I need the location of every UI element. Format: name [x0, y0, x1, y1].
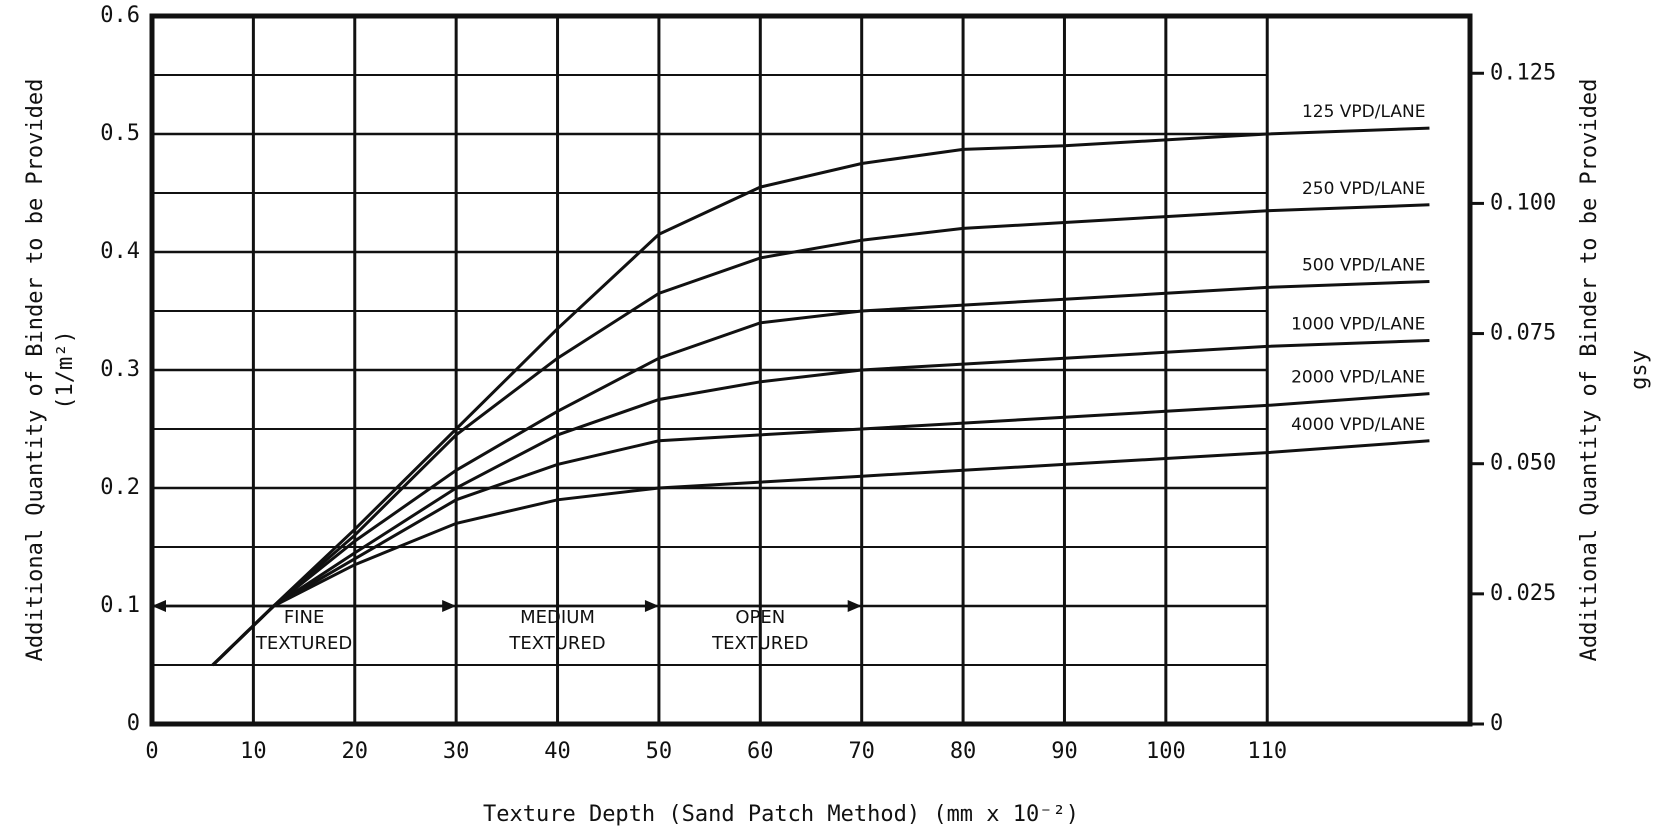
y-tick-label: 0.4 — [100, 239, 140, 264]
arrow-head — [644, 600, 659, 612]
x-tick-label: 30 — [443, 739, 470, 764]
series-label: 4000 VPD/LANE — [1291, 415, 1425, 435]
series-label: 1000 VPD/LANE — [1291, 315, 1425, 335]
y-axis-label-unit: (1/m²) — [53, 330, 78, 409]
y2-tick-label: 0.100 — [1490, 190, 1556, 215]
x-tick-label: 10 — [240, 739, 267, 764]
x-tick-label: 90 — [1051, 739, 1078, 764]
annotation-text: MEDIUM — [520, 607, 595, 628]
x-tick-label: 40 — [544, 739, 571, 764]
y-tick-label: 0.5 — [100, 121, 140, 146]
x-axis-label: Texture Depth (Sand Patch Method) (mm x … — [483, 802, 1079, 827]
series-label: 125 VPD/LANE — [1302, 102, 1426, 122]
y2-axis-label: Additional Quantity of Binder to be Prov… — [1577, 79, 1602, 662]
annotation-text: TEXTURED — [711, 633, 808, 654]
y-tick-label: 0.1 — [100, 593, 140, 618]
x-tick-label: 60 — [747, 739, 774, 764]
y-axis-label: Additional Quantity of Binder to be Prov… — [23, 79, 48, 662]
y2-tick-label: 0.050 — [1490, 451, 1556, 476]
series-line — [211, 126, 1430, 667]
annotation-text: FINE — [284, 607, 325, 628]
y2-tick-label: 0 — [1490, 711, 1503, 736]
plot-frame — [149, 13, 1473, 727]
series-line — [211, 203, 1430, 667]
y2-axis-label-unit: gsy — [1627, 350, 1652, 390]
y2-tick-label: 0.025 — [1490, 581, 1556, 606]
x-tick-label: 100 — [1146, 739, 1186, 764]
series-line — [211, 280, 1430, 667]
annotation-text: TEXTURED — [508, 633, 605, 654]
y-tick-label: 0 — [127, 711, 140, 736]
x-tick-label: 50 — [646, 739, 673, 764]
y-tick-label: 0.3 — [100, 357, 140, 382]
x-tick-label: 70 — [848, 739, 875, 764]
x-tick-label: 20 — [342, 739, 369, 764]
series-label: 250 VPD/LANE — [1302, 179, 1426, 199]
series-line — [211, 339, 1430, 667]
arrow-head — [442, 600, 457, 612]
x-tick-label: 80 — [950, 739, 977, 764]
y2-tick-label: 0.075 — [1490, 321, 1556, 346]
x-tick-label: 0 — [145, 739, 158, 764]
annotation-text: OPEN — [735, 607, 785, 628]
series-line — [211, 439, 1430, 667]
series-label: 2000 VPD/LANE — [1291, 368, 1425, 388]
series-label: 500 VPD/LANE — [1302, 256, 1426, 276]
y2-tick-label: 0.125 — [1490, 60, 1556, 85]
arrow-head — [847, 600, 862, 612]
y-tick-label: 0.6 — [100, 3, 140, 28]
annotation-text: TEXTURED — [255, 633, 352, 654]
arrow-head — [152, 600, 166, 612]
y-tick-label: 0.2 — [100, 475, 140, 500]
series-line — [211, 392, 1430, 667]
x-tick-label: 110 — [1247, 739, 1287, 764]
